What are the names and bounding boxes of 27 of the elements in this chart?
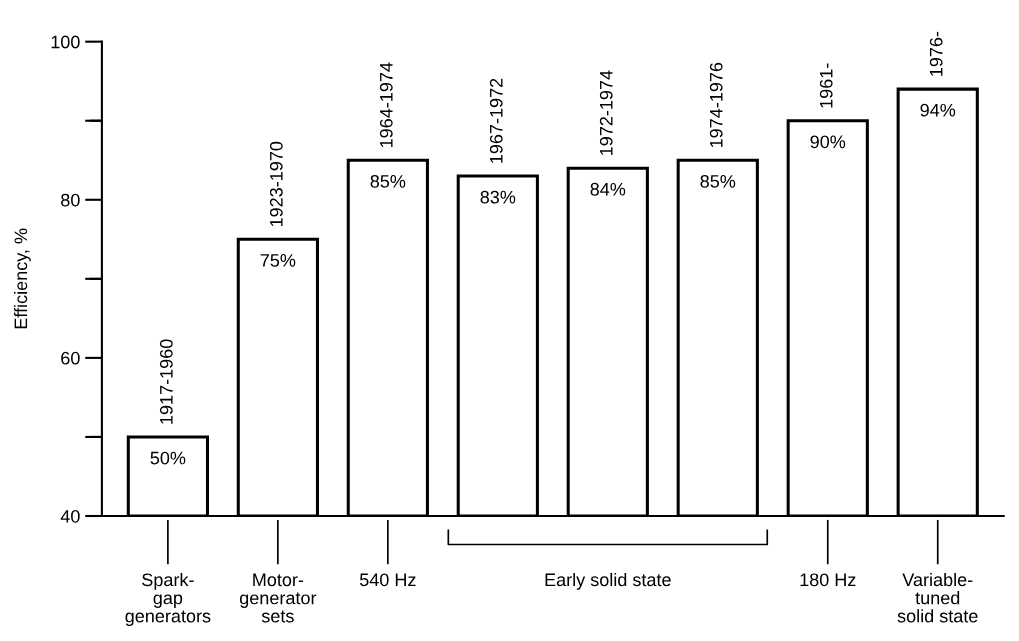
y-tick-label: 40 [60, 509, 80, 523]
data-label: 50% [150, 451, 186, 465]
y-tick-label: 80 [61, 193, 80, 207]
annotation: 1972-1974 [599, 70, 613, 155]
x-tick-label: Variable- tuned solid state [897, 572, 978, 623]
annotation: 1964-1974 [379, 62, 393, 148]
annotation: 1967-1972 [489, 78, 503, 163]
annotation: 1976- [929, 31, 943, 76]
y-tick-label: 60 [61, 351, 80, 365]
x-tick-label: Early solid state [545, 572, 671, 590]
annotation: 1923-1970 [269, 141, 283, 227]
data-label: 90% [810, 135, 846, 149]
data-label: 83% [480, 190, 516, 204]
x-tick-label: 540 Hz [359, 573, 416, 587]
y-axis-title: Efficiency, % [13, 228, 31, 329]
data-label: 94% [920, 103, 956, 117]
data-label: 85% [370, 174, 406, 188]
annotation: 1961- [819, 63, 833, 108]
data-label: 85% [700, 174, 736, 188]
x-tick-label: Motor- generator sets [239, 573, 317, 623]
annotation: 1917-1960 [159, 339, 173, 424]
y-tick-label: 100 [51, 35, 80, 49]
annotation: 1974-1976 [709, 62, 723, 148]
data-label: 84% [590, 182, 626, 196]
data-label: 75% [260, 254, 296, 267]
x-tick-label: Spark- gap generators [125, 572, 211, 627]
x-tick-label: 180 Hz [800, 573, 856, 587]
